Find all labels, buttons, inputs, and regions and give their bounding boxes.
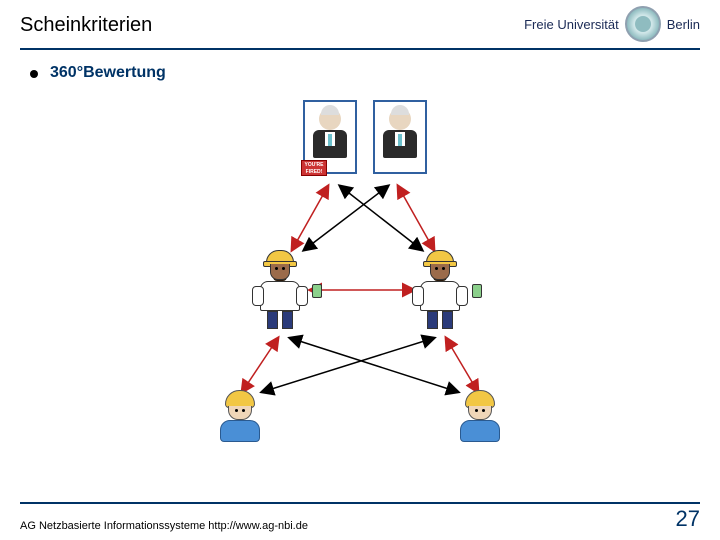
bullet-marker-icon [30,70,38,78]
evaluation-diagram: YOU'RE FIRED! [190,100,530,450]
logo-seal-icon [625,6,661,42]
boss-node-left: YOU'RE FIRED! [300,100,360,180]
learner-node-right [450,390,510,446]
footer-text: AG Netzbasierte Informationssysteme http… [20,520,308,532]
university-logo: Freie Universität Berlin [524,6,700,42]
page-number: 27 [676,506,700,532]
header-rule [20,48,700,50]
bullet-text: 360°Bewertung [50,64,166,82]
footer-rule [20,502,700,504]
logo-text-left: Freie Universität [524,17,619,32]
worker-node-right [410,250,470,332]
boss-node-right [370,100,430,180]
learner-node-left [210,390,270,446]
fired-sign: YOU'RE FIRED! [301,160,327,176]
slide-footer: AG Netzbasierte Informationssysteme http… [20,506,700,532]
tool-icon [312,284,322,298]
worker-node-left [250,250,310,332]
bullet-item: 360°Bewertung [30,64,166,82]
logo-text-right: Berlin [667,17,700,32]
tool-icon [472,284,482,298]
